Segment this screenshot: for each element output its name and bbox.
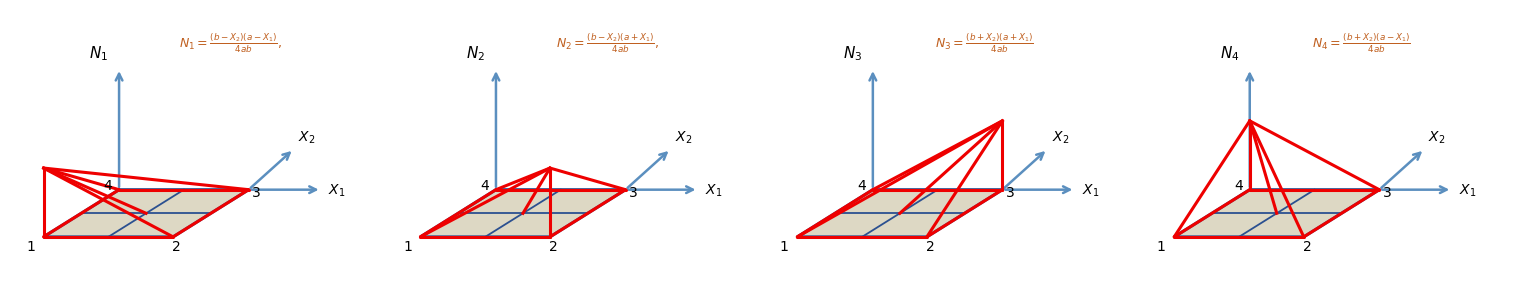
Text: $N_1 = \frac{(b-X_2)(a-X_1)}{4ab},$: $N_1 = \frac{(b-X_2)(a-X_1)}{4ab},$ xyxy=(179,31,283,55)
Text: $N_2$: $N_2$ xyxy=(467,44,485,63)
Text: $X_2$: $X_2$ xyxy=(1052,129,1069,146)
Text: $N_1$: $N_1$ xyxy=(90,44,108,63)
Polygon shape xyxy=(798,190,1002,237)
Text: 1: 1 xyxy=(403,240,412,255)
Text: 3: 3 xyxy=(629,186,638,200)
Text: $N_3 = \frac{(b+X_2)(a+X_1)}{4ab}$: $N_3 = \frac{(b+X_2)(a+X_1)}{4ab}$ xyxy=(935,31,1034,55)
Text: 3: 3 xyxy=(1006,186,1015,200)
Text: $N_4$: $N_4$ xyxy=(1219,44,1239,63)
Text: 2: 2 xyxy=(549,240,558,255)
Polygon shape xyxy=(421,190,626,237)
Polygon shape xyxy=(1175,190,1379,237)
Text: 1: 1 xyxy=(1157,240,1166,255)
Text: $X_2$: $X_2$ xyxy=(675,129,692,146)
Text: $X_1$: $X_1$ xyxy=(1459,183,1476,200)
Text: 4: 4 xyxy=(857,179,866,193)
Text: $X_1$: $X_1$ xyxy=(328,183,345,200)
Text: 3: 3 xyxy=(1383,186,1392,200)
Text: 1: 1 xyxy=(26,240,35,255)
Text: 2: 2 xyxy=(926,240,935,255)
Text: $X_2$: $X_2$ xyxy=(1429,129,1446,146)
Text: $X_2$: $X_2$ xyxy=(298,129,315,146)
Text: 4: 4 xyxy=(103,179,112,193)
Text: 4: 4 xyxy=(480,179,489,193)
Polygon shape xyxy=(44,190,249,237)
Text: $N_4 = \frac{(b+X_2)(a-X_1)}{4ab}$: $N_4 = \frac{(b+X_2)(a-X_1)}{4ab}$ xyxy=(1312,31,1411,55)
Text: $X_1$: $X_1$ xyxy=(705,183,722,200)
Text: 2: 2 xyxy=(1303,240,1312,255)
Text: 3: 3 xyxy=(252,186,261,200)
Text: $N_2 = \frac{(b-X_2)(a+X_1)}{4ab},$: $N_2 = \frac{(b-X_2)(a+X_1)}{4ab},$ xyxy=(556,31,660,55)
Text: 4: 4 xyxy=(1234,179,1243,193)
Text: $X_1$: $X_1$ xyxy=(1082,183,1099,200)
Text: 1: 1 xyxy=(780,240,789,255)
Text: $N_3$: $N_3$ xyxy=(844,44,862,63)
Text: 2: 2 xyxy=(172,240,181,255)
